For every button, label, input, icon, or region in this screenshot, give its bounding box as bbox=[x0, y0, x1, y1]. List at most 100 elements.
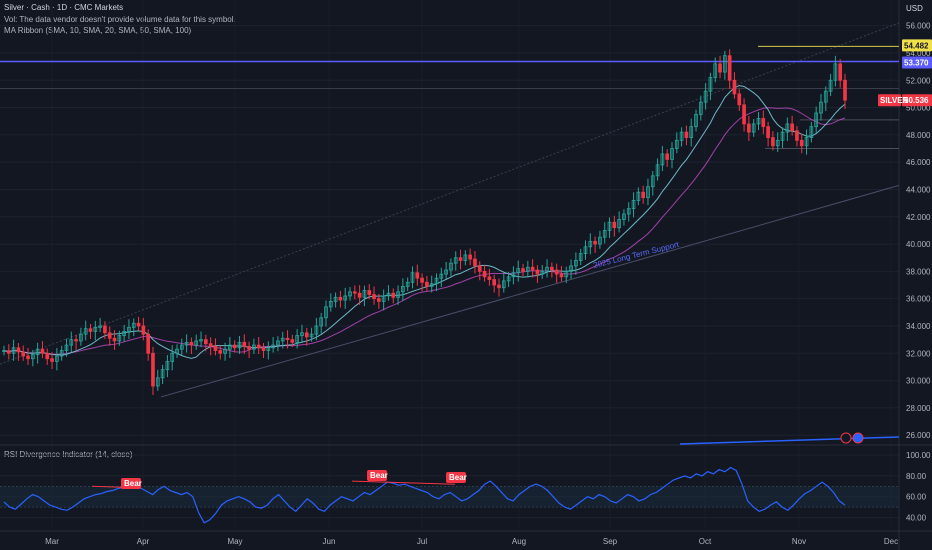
candle-body bbox=[179, 344, 184, 350]
candle-body bbox=[497, 284, 501, 289]
last-price-tag: 50.536 bbox=[904, 96, 929, 105]
candle-body bbox=[362, 290, 367, 298]
candle-body bbox=[122, 331, 126, 336]
candle bbox=[309, 327, 314, 342]
candle bbox=[314, 317, 319, 341]
candle-body bbox=[175, 348, 179, 354]
candle bbox=[127, 319, 131, 339]
currency-label: USD bbox=[906, 4, 923, 13]
candle bbox=[569, 259, 573, 279]
candle bbox=[823, 86, 828, 111]
candle-body bbox=[415, 272, 420, 279]
price-tick-label: 44.000 bbox=[906, 185, 931, 194]
candle-body bbox=[727, 55, 732, 81]
candle-body bbox=[646, 186, 650, 199]
candle-body bbox=[79, 333, 83, 342]
candle bbox=[381, 289, 386, 311]
candle-body bbox=[530, 266, 535, 271]
candle-body bbox=[83, 328, 88, 335]
candle-body bbox=[550, 266, 554, 271]
candle bbox=[838, 59, 843, 88]
candle bbox=[511, 266, 516, 285]
candle-body bbox=[309, 333, 314, 338]
candle-body bbox=[348, 291, 352, 297]
candle bbox=[295, 329, 299, 349]
candle bbox=[285, 330, 290, 349]
candle-body bbox=[256, 344, 261, 349]
candle-body bbox=[324, 306, 328, 319]
candle bbox=[26, 347, 30, 365]
candle-body bbox=[458, 257, 463, 261]
symbol-tag-bg bbox=[878, 94, 901, 107]
price-tick-label: 54.000 bbox=[906, 49, 931, 58]
candle bbox=[607, 217, 612, 238]
candle-body bbox=[655, 164, 660, 177]
candle bbox=[612, 215, 617, 237]
candle bbox=[107, 326, 112, 346]
candle-body bbox=[703, 90, 708, 103]
candle bbox=[415, 264, 420, 286]
candle bbox=[146, 329, 151, 361]
candle bbox=[650, 171, 655, 196]
candle-body bbox=[809, 126, 814, 138]
candle-body bbox=[679, 131, 684, 141]
candle-body bbox=[843, 79, 847, 101]
month-label: Mar bbox=[45, 537, 59, 546]
price-tick-label: 34.000 bbox=[906, 322, 931, 331]
candle-body bbox=[439, 273, 444, 279]
candle-body bbox=[569, 265, 573, 272]
candle bbox=[449, 258, 453, 277]
recent-high-tag-bg bbox=[902, 39, 932, 52]
month-label: May bbox=[227, 537, 242, 546]
candle bbox=[11, 339, 16, 361]
candle bbox=[646, 178, 650, 206]
recent-high-tag: 54.482 bbox=[904, 41, 929, 50]
candle bbox=[357, 285, 362, 305]
candle bbox=[333, 292, 338, 308]
rsi-tick-label: 80.00 bbox=[906, 472, 927, 481]
ma10-line bbox=[3, 85, 846, 359]
candle-body bbox=[199, 339, 203, 342]
candle-body bbox=[208, 343, 213, 347]
candle bbox=[372, 286, 376, 305]
candle-body bbox=[218, 350, 223, 354]
candle-body bbox=[377, 298, 381, 302]
candle bbox=[641, 185, 645, 204]
candle-body bbox=[223, 348, 227, 354]
candle bbox=[444, 261, 448, 279]
candle-body bbox=[232, 344, 237, 349]
candle-body bbox=[16, 347, 21, 353]
candle bbox=[131, 318, 136, 337]
candle bbox=[439, 267, 444, 288]
candle-body bbox=[88, 328, 93, 332]
candle bbox=[828, 73, 833, 96]
candle-body bbox=[814, 112, 818, 128]
candle-body bbox=[26, 355, 30, 360]
candle bbox=[175, 344, 179, 359]
candle-body bbox=[117, 335, 122, 342]
candle bbox=[785, 117, 790, 141]
candle-body bbox=[689, 126, 694, 138]
bear-tag: Bear bbox=[449, 473, 467, 482]
candle bbox=[271, 337, 275, 353]
candle-body bbox=[804, 137, 809, 147]
candle bbox=[2, 345, 6, 356]
candle bbox=[660, 145, 665, 172]
candle bbox=[362, 285, 367, 307]
candle bbox=[338, 290, 343, 308]
candle-body bbox=[170, 352, 175, 362]
rsi-tick-label: 100.00 bbox=[906, 451, 931, 460]
candle-body bbox=[511, 272, 516, 278]
candle bbox=[16, 343, 21, 361]
candle bbox=[521, 263, 525, 277]
candle-body bbox=[790, 123, 794, 132]
candle-body bbox=[492, 279, 497, 286]
candle bbox=[737, 89, 742, 111]
candle-body bbox=[107, 332, 112, 339]
candle-body bbox=[343, 295, 348, 301]
candle bbox=[98, 317, 102, 333]
candle-body bbox=[747, 123, 751, 133]
candle bbox=[396, 285, 400, 305]
candle-body bbox=[213, 346, 218, 351]
